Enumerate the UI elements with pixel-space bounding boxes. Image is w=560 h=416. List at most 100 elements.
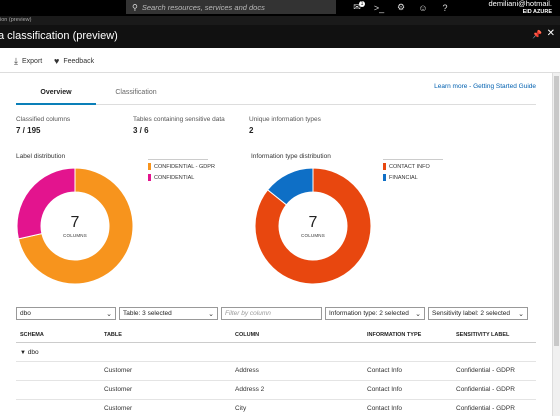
blade-header: a classification (preview) 📌 ✕ — [0, 25, 560, 48]
cell-table: Customer — [104, 367, 132, 374]
export-button[interactable]: ⤓ Export — [14, 56, 42, 67]
help-icon[interactable]: ? — [434, 0, 456, 15]
column-header-column[interactable]: COLUMN — [235, 332, 259, 338]
tab-classification[interactable]: Classification — [96, 89, 176, 96]
table-row[interactable]: Customer Address Contact Info Confidenti… — [16, 362, 536, 381]
scrollbar-thumb[interactable] — [554, 76, 559, 346]
group-label: dbo — [28, 349, 39, 356]
notifications-badge: 1 — [359, 1, 365, 7]
legend-item[interactable]: FINANCIAL — [383, 174, 443, 181]
cell-info-type: Contact Info — [367, 367, 402, 374]
account-directory: EID AZURE — [489, 8, 552, 16]
chevron-down-icon: ⌄ — [208, 310, 214, 318]
cell-sensitivity-label: Confidential - GDPR — [456, 405, 515, 412]
cell-column: Address 2 — [235, 386, 264, 393]
legend-divider — [383, 159, 443, 160]
page-title: a classification (preview) — [0, 30, 118, 42]
legend-swatch — [383, 174, 386, 181]
column-header-sensitivity-label[interactable]: SENSITIVITY LABEL — [456, 332, 509, 338]
heart-icon: ♥ — [54, 56, 59, 66]
column-header-table[interactable]: TABLE — [104, 332, 122, 338]
tab-overview[interactable]: Overview — [16, 89, 96, 105]
breadcrumb: ion (preview) — [0, 16, 560, 25]
label-distribution-chart[interactable]: 7 COLUMNS — [16, 167, 134, 285]
stat-value: 3 / 6 — [133, 126, 225, 135]
stat-value: 2 — [249, 126, 321, 135]
legend-item[interactable]: CONFIDENTIAL - GDPR — [148, 163, 215, 170]
chevron-down-icon: ⌄ — [415, 310, 421, 318]
info-donut-svg — [254, 167, 372, 285]
cell-sensitivity-label: Confidential - GDPR — [456, 386, 515, 393]
label-legend: CONFIDENTIAL - GDPR CONFIDENTIAL — [148, 159, 215, 185]
cell-sensitivity-label: Confidential - GDPR — [456, 367, 515, 374]
breadcrumb-item[interactable]: ion (preview) — [0, 17, 31, 23]
legend-label: CONFIDENTIAL - GDPR — [154, 164, 215, 170]
table-row[interactable]: Customer City Contact Info Confidential … — [16, 400, 536, 416]
legend-item[interactable]: CONFIDENTIAL — [148, 174, 215, 181]
legend-item[interactable]: CONTACT INFO — [383, 163, 443, 170]
download-icon: ⤓ — [14, 56, 18, 67]
legend-swatch — [148, 174, 151, 181]
pin-icon[interactable]: 📌 — [532, 30, 542, 39]
notifications-icon[interactable]: ✉ 1 — [346, 0, 368, 15]
cell-column: City — [235, 405, 246, 412]
smiley-feedback-icon[interactable]: ☺ — [412, 0, 434, 15]
feedback-button[interactable]: ♥ Feedback — [54, 56, 94, 66]
blade-content: Overview Classification Learn more - Get… — [0, 73, 552, 416]
table-filter-value: Table: 3 selected — [123, 310, 172, 317]
sensitivity-filter-value: Sensitivity label: 2 selected — [432, 310, 510, 317]
cell-table: Customer — [104, 386, 132, 393]
legend-swatch — [383, 163, 386, 170]
information-type-filter[interactable]: Information type: 2 selected ⌄ — [325, 307, 425, 320]
info-type-legend: CONTACT INFO FINANCIAL — [383, 159, 443, 185]
label-distribution-title: Label distribution — [16, 153, 65, 160]
close-icon[interactable]: ✕ — [547, 28, 555, 39]
search-placeholder: Search resources, services and docs — [142, 3, 265, 12]
feedback-label: Feedback — [63, 58, 94, 65]
table-group-row[interactable]: ▼ dbo — [16, 344, 536, 362]
caret-down-icon: ▼ — [20, 350, 26, 356]
gear-icon[interactable]: ⚙ — [390, 0, 412, 15]
table-header: SCHEMA TABLE COLUMN INFORMATION TYPE SEN… — [16, 327, 536, 343]
sensitivity-label-filter[interactable]: Sensitivity label: 2 selected ⌄ — [428, 307, 528, 320]
info-type-distribution-chart[interactable]: 7 COLUMNS — [254, 167, 372, 285]
toolbar: ⤓ Export ♥ Feedback — [0, 48, 560, 73]
stat-value: 7 / 195 — [16, 126, 70, 135]
chevron-down-icon: ⌄ — [518, 310, 524, 318]
stat-tables-sensitive: Tables containing sensitive data 3 / 6 — [133, 116, 225, 135]
stat-label: Classified columns — [16, 116, 70, 123]
group-toggle[interactable]: ▼ dbo — [20, 349, 39, 356]
legend-divider — [148, 159, 208, 160]
learn-more-link[interactable]: Learn more - Getting Started Guide — [434, 83, 536, 90]
schema-filter-value: dbo — [20, 310, 31, 317]
legend-label: FINANCIAL — [389, 175, 418, 181]
column-header-schema[interactable]: SCHEMA — [20, 332, 44, 338]
stat-classified-columns: Classified columns 7 / 195 — [16, 116, 70, 135]
table-row[interactable]: Customer Address 2 Contact Info Confiden… — [16, 381, 536, 400]
cloud-shell-icon[interactable]: >_ — [368, 0, 390, 15]
donut-slice-confidential[interactable] — [17, 168, 75, 239]
account-menu[interactable]: demiliani@hotmail. EID AZURE — [489, 0, 552, 16]
cell-info-type: Contact Info — [367, 386, 402, 393]
export-label: Export — [22, 58, 42, 65]
label-donut-svg — [16, 167, 134, 285]
stat-label: Tables containing sensitive data — [133, 116, 225, 123]
table-filter[interactable]: Table: 3 selected ⌄ — [119, 307, 218, 320]
top-bar: ⚲ Search resources, services and docs ✉ 1… — [0, 0, 560, 16]
vertical-scrollbar[interactable] — [552, 73, 560, 416]
stat-unique-info-types: Unique information types 2 — [249, 116, 321, 135]
cell-column: Address — [235, 367, 259, 374]
cell-info-type: Contact Info — [367, 405, 402, 412]
legend-swatch — [148, 163, 151, 170]
column-filter-placeholder: Filter by column — [225, 310, 271, 317]
global-search[interactable]: ⚲ Search resources, services and docs — [126, 0, 336, 14]
info-type-filter-value: Information type: 2 selected — [329, 310, 409, 317]
chevron-down-icon: ⌄ — [106, 310, 112, 318]
schema-filter[interactable]: dbo ⌄ — [16, 307, 116, 320]
legend-label: CONTACT INFO — [389, 164, 430, 170]
info-type-distribution-title: Information type distribution — [251, 153, 331, 160]
search-icon: ⚲ — [132, 3, 138, 12]
column-filter-input[interactable]: Filter by column — [221, 307, 322, 320]
legend-label: CONFIDENTIAL — [154, 175, 194, 181]
column-header-information-type[interactable]: INFORMATION TYPE — [367, 332, 421, 338]
